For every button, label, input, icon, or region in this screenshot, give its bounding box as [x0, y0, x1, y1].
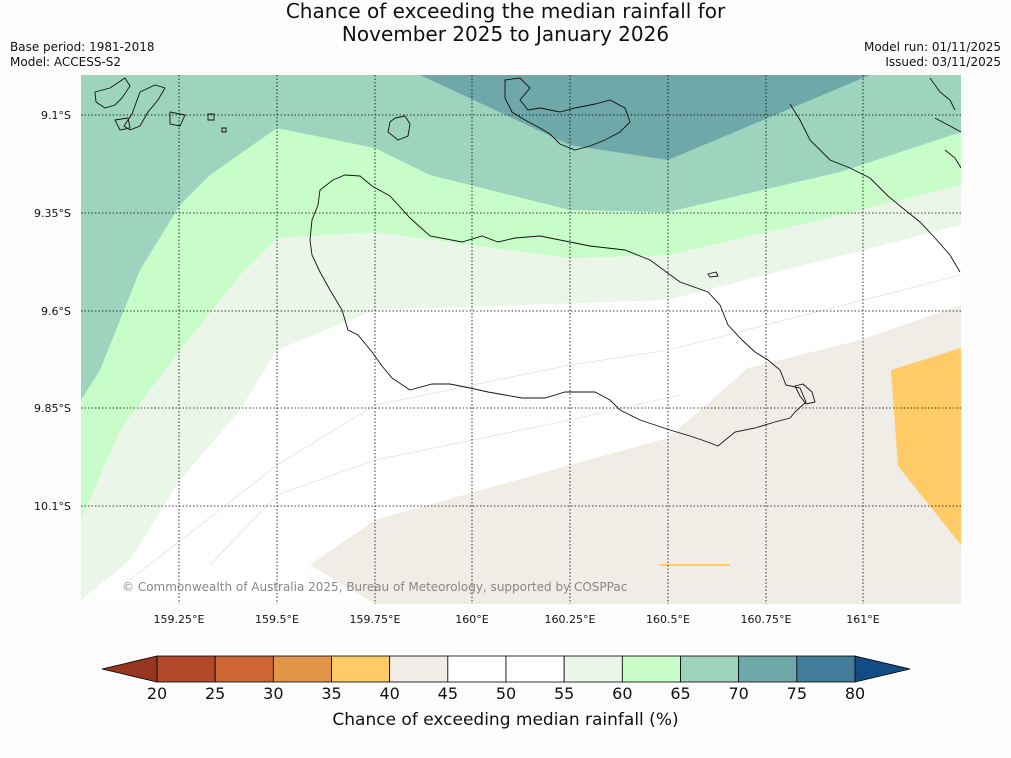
rainfall-map — [81, 75, 961, 604]
colorbar-over-arrow — [854, 655, 911, 683]
colorbar-cell — [680, 655, 740, 683]
graticule — [81, 75, 961, 604]
colorbar-tick-label: 50 — [495, 684, 517, 703]
florida-islands-coastline — [387, 115, 411, 141]
savo-coastline — [707, 271, 719, 278]
lon-label: 159.25°E — [153, 613, 205, 626]
band-35-40-sliver — [660, 564, 730, 566]
map-title: Chance of exceeding the median rainfall … — [0, 0, 1011, 46]
meta-left: Base period: 1981-2018 Model: ACCESS-S2 — [10, 40, 155, 70]
lat-label: 10.1°S — [34, 500, 71, 513]
colorbar-under-arrow — [101, 655, 158, 683]
colorbar-tick-label: 80 — [844, 684, 866, 703]
base-period: Base period: 1981-2018 — [10, 40, 155, 54]
map-fill-layer — [81, 75, 961, 604]
colorbar-cell — [621, 655, 681, 683]
colorbar-tick-label: 65 — [670, 684, 691, 703]
colorbar-cell — [272, 655, 332, 683]
colorbar-cell — [738, 655, 798, 683]
title-line-1: Chance of exceeding the median rainfall … — [285, 0, 726, 23]
nggela-coastline — [504, 77, 631, 151]
lat-label: 9.6°S — [41, 305, 71, 318]
title-line-2: November 2025 to January 2026 — [341, 22, 670, 46]
colorbar-tick-label: 45 — [437, 684, 459, 703]
colorbar-tick-label: 75 — [786, 684, 808, 703]
colorbar-tick-label: 30 — [263, 684, 284, 703]
lat-label: 9.85°S — [34, 402, 71, 415]
lat-label: 9.1°S — [41, 109, 71, 122]
lon-label: 161°E — [846, 613, 880, 626]
band-35-40 — [891, 348, 961, 545]
colorbar-cell — [214, 655, 274, 683]
colorbar-tick-label: 35 — [321, 684, 342, 703]
colorbar-cell — [505, 655, 565, 683]
marau-islet-coastline — [794, 383, 816, 405]
lat-label: 9.35°S — [34, 207, 71, 220]
colorbar-cell — [331, 655, 391, 683]
malaita-coastline — [789, 77, 961, 273]
colorbar-cell — [447, 655, 507, 683]
model-run: Model run: 01/11/2025 — [863, 40, 1001, 54]
guadalcanal-coastline — [309, 174, 807, 447]
copyright-notice: © Commonwealth of Australia 2025, Bureau… — [122, 580, 628, 594]
colorbar-tick-label: 55 — [553, 684, 575, 703]
lon-label: 160.75°E — [740, 613, 792, 626]
russell-islands-coastline — [94, 77, 227, 133]
lon-label: 159.5°E — [255, 613, 299, 626]
colorbar-tick-label: 20 — [146, 684, 168, 703]
issued-date: Issued: 03/11/2025 — [885, 55, 1001, 69]
band-40-45 — [310, 305, 961, 604]
colorbar-tick-label: 25 — [204, 684, 226, 703]
lon-label: 159.75°E — [349, 613, 401, 626]
meta-right: Model run: 01/11/2025 Issued: 03/11/2025 — [864, 40, 1001, 70]
colorbar-cell — [389, 655, 449, 683]
lon-label: 160°E — [455, 613, 489, 626]
colorbar-cell — [563, 655, 623, 683]
lon-label: 160.25°E — [544, 613, 596, 626]
colorbar-title: Chance of exceeding median rainfall (%) — [332, 710, 679, 730]
model-name: Model: ACCESS-S2 — [10, 55, 122, 69]
coastlines — [94, 77, 961, 447]
colorbar-cell — [796, 655, 856, 683]
colorbar-tick-label: 70 — [728, 684, 749, 703]
colorbar-cells — [156, 655, 856, 683]
lon-label: 160.5°E — [646, 613, 690, 626]
colorbar-tick-label: 40 — [379, 684, 400, 703]
colorbar-cell — [156, 655, 216, 683]
colorbar-tick-label: 60 — [612, 684, 633, 703]
